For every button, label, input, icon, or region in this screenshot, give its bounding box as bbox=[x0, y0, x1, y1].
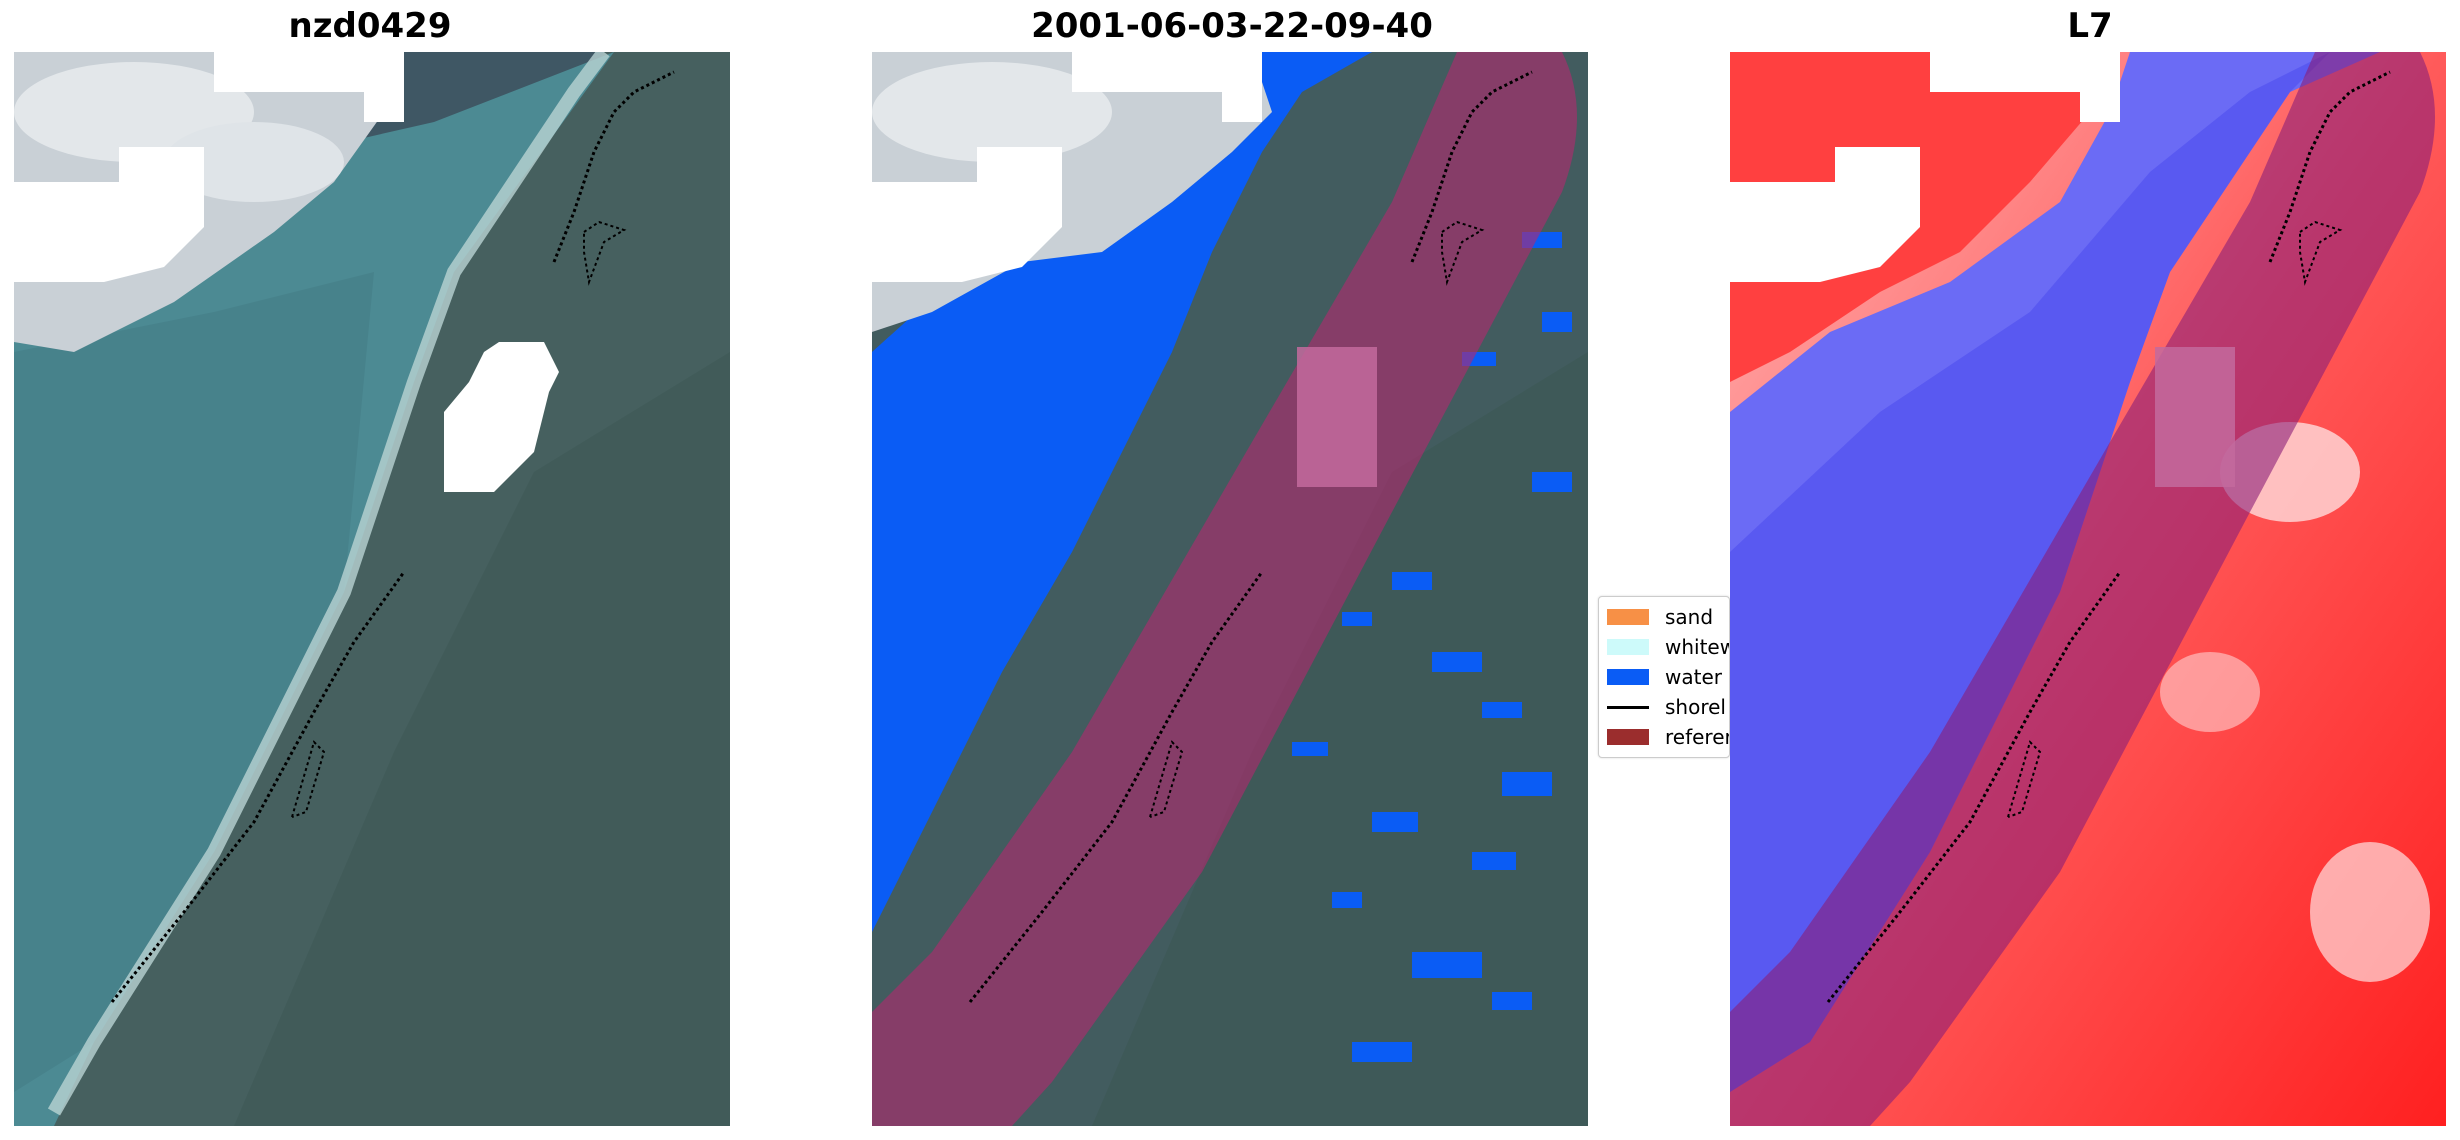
legend-item-sand: sand bbox=[1607, 605, 1713, 629]
index-image bbox=[1730, 52, 2446, 1126]
panel-title-index: L7 bbox=[2067, 6, 2113, 46]
legend: sand whitew water shorel referer bbox=[1598, 596, 1730, 758]
shoreline-line-icon bbox=[1607, 705, 1649, 709]
reference-buffer bbox=[872, 52, 1577, 1126]
legend-item-reference: referer bbox=[1607, 725, 1730, 749]
index-image-panel bbox=[1730, 52, 2446, 1126]
panel-title-satellite: nzd0429 bbox=[288, 6, 452, 46]
classified-image-panel bbox=[872, 52, 1588, 1126]
sand-swatch bbox=[1607, 609, 1649, 625]
legend-label-whitewater: whitew bbox=[1665, 635, 1730, 659]
reference-swatch bbox=[1607, 729, 1649, 745]
legend-label-shoreline: shorel bbox=[1665, 695, 1726, 719]
classified-image bbox=[872, 52, 1588, 1126]
water-swatch bbox=[1607, 669, 1649, 685]
legend-label-reference: referer bbox=[1665, 725, 1730, 749]
legend-item-water: water bbox=[1607, 665, 1722, 689]
panel-title-classified: 2001-06-03-22-09-40 bbox=[1031, 6, 1433, 46]
shoreline-trace bbox=[110, 571, 406, 1003]
legend-item-whitewater: whitew bbox=[1607, 635, 1730, 659]
satellite-image-panel bbox=[14, 52, 730, 1126]
satellite-image bbox=[14, 52, 730, 1126]
legend-item-shoreline: shorel bbox=[1607, 695, 1726, 719]
legend-label-water: water bbox=[1665, 665, 1722, 689]
whitewater-swatch bbox=[1607, 639, 1649, 655]
legend-label-sand: sand bbox=[1665, 605, 1714, 629]
